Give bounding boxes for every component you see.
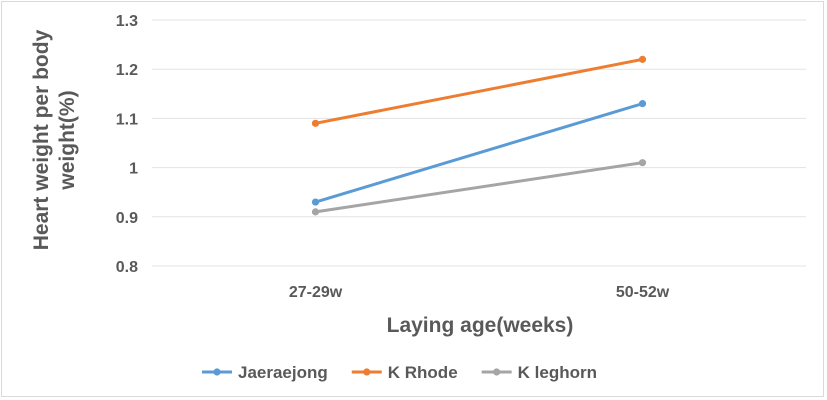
y-axis-title-line-2: weight(%) bbox=[56, 90, 79, 190]
x-tick-label: 27-29w bbox=[289, 284, 343, 301]
data-point bbox=[311, 198, 320, 206]
legend-swatch-marker bbox=[363, 368, 371, 376]
series-line bbox=[314, 102, 644, 204]
x-axis-title: Laying age(weeks) bbox=[387, 314, 574, 337]
y-tick-label: 1.3 bbox=[116, 13, 138, 30]
x-tick-label: 50-52w bbox=[616, 284, 670, 301]
y-tick-label: 1 bbox=[129, 161, 138, 178]
y-tick-label: 0.8 bbox=[116, 259, 138, 276]
data-point bbox=[311, 119, 320, 127]
y-axis-ticks: 0.8 0.9 1 1.1 1.2 1.3 bbox=[116, 13, 138, 276]
legend-swatch-marker bbox=[493, 368, 501, 376]
legend-label: K leghorn bbox=[518, 363, 597, 382]
legend-swatch-marker bbox=[213, 368, 221, 376]
legend-item: K Rhode bbox=[351, 363, 458, 382]
data-point bbox=[311, 208, 320, 216]
series-line bbox=[314, 161, 644, 214]
legend-item: K leghorn bbox=[481, 363, 597, 382]
y-tick-label: 1.1 bbox=[116, 111, 138, 128]
series-1 bbox=[311, 55, 647, 127]
y-tick-label: 1.2 bbox=[116, 62, 138, 79]
data-point bbox=[638, 55, 647, 63]
y-axis-title: Heart weight per body weight(%) bbox=[30, 29, 79, 250]
data-point bbox=[638, 100, 647, 108]
y-axis-title-line-1: Heart weight per body bbox=[30, 29, 53, 250]
series-2 bbox=[311, 159, 647, 216]
legend: Jaeraejong K Rhode K leghorn bbox=[202, 363, 597, 382]
series-line bbox=[314, 57, 644, 125]
gridlines bbox=[152, 19, 806, 267]
y-tick-label: 0.9 bbox=[116, 210, 138, 227]
x-axis-ticks: 27-29w 50-52w bbox=[289, 284, 670, 301]
series-lines bbox=[311, 55, 647, 216]
legend-label: Jaeraejong bbox=[238, 363, 328, 382]
series-0 bbox=[311, 100, 647, 206]
data-point bbox=[638, 159, 647, 167]
legend-label: K Rhode bbox=[388, 363, 458, 382]
legend-item: Jaeraejong bbox=[202, 363, 328, 382]
